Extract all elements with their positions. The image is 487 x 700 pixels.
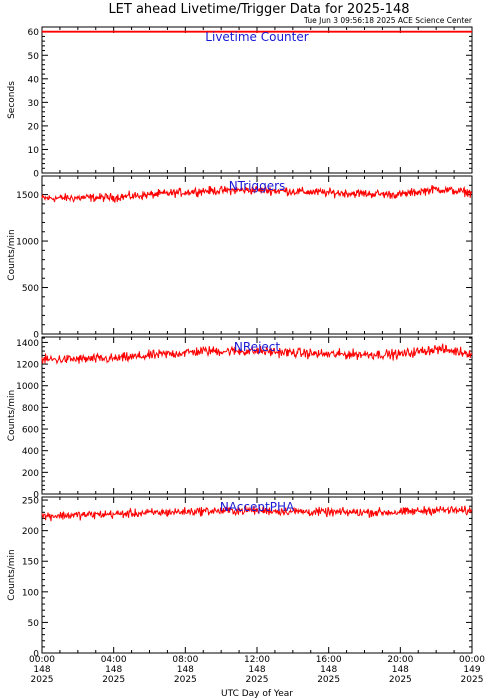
x-tick-label: 2025 — [317, 675, 340, 685]
x-tick-label: 148 — [392, 665, 409, 675]
x-tick-label: 2025 — [174, 675, 197, 685]
y-tick-label: 40 — [28, 75, 40, 85]
y-tick-label: 200 — [22, 469, 39, 479]
y-tick-label: 30 — [28, 99, 40, 109]
panel-2: 0 500 1000 1500 Counts/min NTriggers — [7, 175, 473, 341]
y-tick-label: 50 — [28, 52, 40, 62]
y-tick-label: 0 — [33, 331, 39, 341]
x-tick-label: 148 — [320, 665, 337, 675]
x-tick-label: 2025 — [389, 675, 412, 685]
x-tick-label: 2025 — [461, 675, 484, 685]
panel-1: 0 10 20 30 40 50 60 Seconds Livetime Counter — [7, 26, 473, 180]
y-tick-label: 100 — [22, 588, 39, 598]
y-tick-label: 0 — [33, 650, 39, 660]
y-tick-label: 800 — [22, 404, 39, 414]
panel-label: NTriggers — [229, 179, 286, 193]
x-tick-label: 2025 — [246, 675, 269, 685]
x-tick-label: 20:00 — [387, 655, 413, 665]
y-tick-label: 0 — [33, 170, 39, 180]
series-line — [41, 185, 473, 204]
panel-label: Livetime Counter — [205, 30, 308, 44]
chart-title: LET ahead Livetime/Trigger Data for 2025… — [108, 2, 409, 17]
panel-frame — [41, 496, 473, 654]
y-tick-label: 1200 — [16, 361, 39, 371]
y-axis-label: Counts/min — [7, 229, 17, 280]
x-tick-label: 04:00 — [101, 655, 127, 665]
panel-frame — [41, 175, 473, 335]
x-tick-label: 2025 — [31, 675, 54, 685]
x-tick-labels: 00:00148202504:00148202508:00148202512:0… — [29, 655, 485, 685]
panel-4: 0 50 100 150 200 250 Counts/min NAcceptPHA — [7, 496, 473, 660]
y-tick-label: 50 — [28, 619, 40, 629]
y-tick-label: 1000 — [16, 238, 39, 248]
y-tick-label: 400 — [22, 447, 39, 457]
x-tick-label: 148 — [248, 665, 265, 675]
y-axis-label: Seconds — [7, 81, 17, 119]
y-tick-label: 0 — [33, 491, 39, 501]
panel-label: NAcceptPHA — [220, 500, 295, 514]
panel-frame — [41, 26, 473, 174]
x-tick-label: 2025 — [102, 675, 125, 685]
panel-label: NReject — [234, 340, 280, 354]
x-axis-label: UTC Day of Year — [221, 689, 293, 699]
x-tick-label: 148 — [105, 665, 122, 675]
x-tick-label: 16:00 — [316, 655, 342, 665]
y-axis-label: Counts/min — [7, 549, 17, 600]
y-tick-label: 250 — [22, 497, 39, 507]
x-tick-label: 00:00 — [459, 655, 485, 665]
series-line — [41, 343, 473, 365]
y-tick-label: 1500 — [16, 191, 39, 201]
y-tick-label: 10 — [28, 146, 40, 156]
x-tick-label: 148 — [33, 665, 50, 675]
x-tick-label: 148 — [177, 665, 194, 675]
y-tick-label: 1400 — [16, 339, 39, 349]
x-tick-label: 08:00 — [172, 655, 198, 665]
x-tick-label: 149 — [463, 665, 480, 675]
y-axis-label: Counts/min — [7, 390, 17, 441]
y-tick-label: 500 — [22, 284, 39, 294]
x-tick-label: 12:00 — [244, 655, 270, 665]
y-tick-label: 20 — [28, 122, 40, 132]
y-tick-label: 200 — [22, 527, 39, 537]
y-tick-label: 150 — [22, 558, 39, 568]
y-tick-label: 600 — [22, 426, 39, 436]
x-tick-label: 00:00 — [29, 655, 55, 665]
panel-3: 0 200 400 600 800 1000 1200 1400 Counts/min NReje… — [7, 336, 473, 501]
generation-timestamp: Tue Jun 3 09:56:18 2025 ACE Science Cent… — [303, 16, 473, 25]
y-tick-label: 1000 — [16, 382, 39, 392]
y-tick-label: 60 — [28, 28, 40, 38]
series-line — [41, 505, 473, 522]
